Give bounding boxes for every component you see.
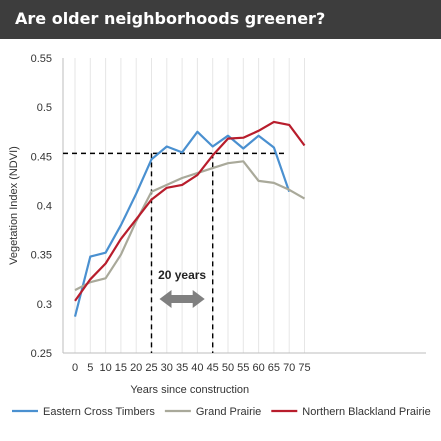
- series-line: [73, 130, 291, 317]
- chart-title: Are older neighborhoods greener?: [15, 9, 326, 28]
- y-axis-title: Vegetation Index (NDVI): [8, 146, 20, 265]
- y-tick-label: 0.3: [37, 299, 52, 311]
- chart: 0.250.30.350.40.450.50.550 5 10 15 20 25 30 35 4…: [8, 53, 431, 418]
- x-tick-label: 70: [283, 362, 295, 374]
- x-tick-label: 0: [72, 362, 78, 374]
- x-tick-label: 20: [130, 362, 142, 374]
- y-tick-label: 0.4: [37, 201, 52, 213]
- x-tick-label: 35: [176, 362, 188, 374]
- legend-label: Grand Prairie: [196, 406, 261, 418]
- x-tick-label: 25: [145, 362, 157, 374]
- span-arrow: [159, 290, 205, 308]
- x-axis-title: Years since construction: [130, 384, 249, 396]
- x-tick-label: 50: [222, 362, 234, 374]
- span-label: 20 years: [158, 268, 206, 282]
- x-tick-label: 55: [237, 362, 249, 374]
- x-tick-label: 45: [207, 362, 219, 374]
- x-tick-label: 40: [191, 362, 203, 374]
- y-tick-label: 0.35: [31, 250, 52, 262]
- x-tick-label: 65: [268, 362, 280, 374]
- legend-label: Northern Blackland Prairie: [302, 406, 430, 418]
- y-tick-label: 0.25: [31, 348, 52, 360]
- legend-label: Eastern Cross Timbers: [43, 406, 155, 418]
- y-tick-label: 0.55: [31, 53, 52, 65]
- y-tick-label: 0.5: [37, 102, 52, 114]
- x-tick-label: 10: [99, 362, 111, 374]
- series-line: [74, 160, 306, 292]
- y-tick-label: 0.45: [31, 151, 52, 163]
- x-tick-label: 75: [298, 362, 310, 374]
- x-tick-label: 30: [161, 362, 173, 374]
- title-bar: Are older neighborhoods greener?: [0, 0, 441, 39]
- series-line: [74, 120, 306, 302]
- x-tick-label: 60: [252, 362, 264, 374]
- x-tick-label: 15: [115, 362, 127, 374]
- x-tick-label: 5: [87, 362, 93, 374]
